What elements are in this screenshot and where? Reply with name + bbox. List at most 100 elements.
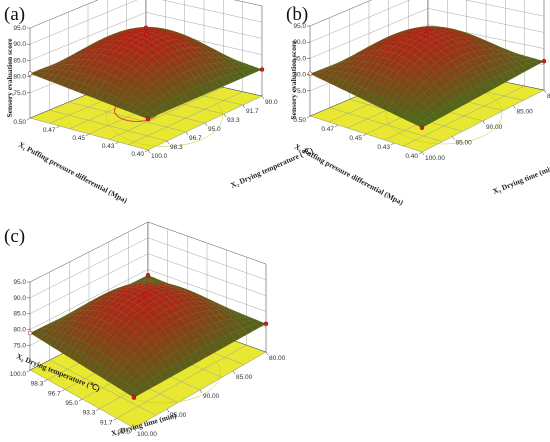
y-tick-label: 98.3	[170, 144, 183, 151]
x-tick-label: 98.3	[31, 381, 44, 388]
y-tick-label: 95.00	[456, 140, 473, 147]
x-tick-label: 90.0	[117, 429, 130, 436]
y-tick-mark	[199, 389, 203, 394]
z-tick-label: 95.0	[293, 23, 306, 30]
x-tick-mark	[362, 133, 367, 137]
y-tick-label: 93.3	[227, 117, 240, 124]
y-axis-title: X₃ Drying time (min)	[491, 162, 550, 196]
y-tick-label: 90.00	[486, 124, 503, 131]
y-tick-mark	[166, 140, 170, 145]
floor-gridline	[128, 91, 243, 145]
y-tick-mark	[543, 89, 547, 94]
z-tick-label: 80.0	[13, 74, 26, 81]
design-point	[131, 395, 137, 400]
x-tick-label: 95.0	[65, 400, 78, 407]
z-tick-label: 85.0	[13, 57, 26, 64]
y-tick-label: 100.0	[151, 153, 168, 160]
z-tick-label: 75.0	[13, 342, 26, 349]
x-tick-label: 91.7	[100, 419, 113, 426]
response-surface	[29, 27, 263, 120]
x-tick-mark	[130, 427, 135, 431]
panel-label: (b)	[286, 4, 308, 25]
y-tick-mark	[147, 149, 151, 154]
surface-panel: 75.0 80.0 85.0 90.0 95.0 100.0 98.3 96.7 95.0 93.…	[4, 221, 286, 438]
y-tick-mark	[232, 370, 236, 375]
x-tick-mark	[113, 418, 117, 421]
z-tick-label: 75.0	[13, 90, 26, 97]
z-tick-label: 95.0	[13, 25, 26, 32]
y-tick-mark	[133, 427, 137, 432]
design-point	[259, 67, 265, 72]
z-tick-label: 90.0	[13, 295, 26, 302]
x-tick-mark	[306, 115, 311, 119]
x-tick-mark	[390, 142, 395, 146]
z-axis-title: Sensory evaluation score	[5, 38, 14, 118]
design-point	[27, 330, 33, 336]
x-tick-mark	[85, 133, 90, 137]
design-point	[27, 71, 33, 76]
y-tick-label: 96.7	[189, 135, 202, 142]
z-tick-label: 80.0	[293, 72, 306, 79]
y-tick-mark	[204, 122, 208, 127]
z-tick-label: 85.0	[293, 55, 306, 62]
x-tick-label: 0.45	[72, 135, 85, 142]
surface-panel: 75.0 80.0 85.0 90.0 95.0 0.50 0.47 0.45 0.43 0.40…	[286, 0, 550, 207]
x-tick-label: 93.3	[83, 410, 96, 417]
design-point	[145, 116, 151, 122]
x-tick-mark	[418, 151, 423, 155]
x-tick-mark	[56, 125, 60, 129]
z-axis-title: Sensory evaluation score	[289, 40, 298, 120]
design-point	[307, 71, 313, 76]
x-axis-title: X₁ Puffing pressure differential (Mpa)	[293, 142, 405, 207]
y-tick-mark	[261, 95, 265, 100]
y-tick-label: 91.7	[246, 108, 259, 115]
z-tick-label: 80.0	[13, 327, 26, 334]
y-tick-mark	[166, 408, 170, 413]
z-tick-label: 95.0	[13, 279, 26, 286]
design-point	[541, 59, 547, 64]
y-tick-label: 95.00	[170, 412, 187, 419]
y-tick-label: 80.00	[547, 93, 550, 100]
y-tick-label: 80.00	[269, 355, 286, 362]
y-tick-label: 85.00	[517, 109, 534, 116]
y-tick-mark	[452, 136, 455, 140]
x-tick-mark	[144, 149, 149, 153]
design-point	[145, 272, 151, 278]
z-tick-label: 75.0	[293, 88, 306, 95]
x-tick-label: 0.43	[377, 144, 390, 151]
design-point	[142, 292, 147, 298]
z-tick-label: 85.0	[13, 311, 26, 318]
x-tick-label: 0.40	[131, 151, 144, 158]
x-tick-label: 0.43	[102, 143, 115, 150]
floor-gridline	[116, 344, 247, 419]
y-tick-mark	[265, 351, 269, 356]
x-tick-mark	[78, 398, 83, 402]
surface-panel: 75.0 80.0 85.0 90.0 95.0 0.50 0.47 0.45 0.43 0.40…	[4, 0, 315, 205]
panel-label: (a)	[4, 4, 25, 25]
y-tick-label: 85.00	[236, 374, 253, 381]
design-point	[143, 25, 149, 30]
y-tick-mark	[482, 120, 486, 125]
y-tick-mark	[421, 151, 425, 156]
y-tick-label: 90.00	[203, 393, 220, 400]
design-point	[425, 26, 431, 31]
y-tick-label: 100.00	[425, 155, 445, 162]
x-tick-mark	[61, 389, 65, 392]
x-tick-mark	[334, 124, 339, 128]
design-point	[263, 321, 269, 327]
z-tick-label: 90.0	[293, 39, 306, 46]
y-tick-label: 100.00	[137, 431, 157, 438]
y-tick-mark	[513, 105, 516, 109]
x-tick-mark	[44, 379, 48, 382]
y-tick-label: 90.0	[265, 99, 278, 106]
floor-gridline	[403, 85, 525, 147]
x-tick-label: 0.45	[349, 135, 362, 142]
response-surface	[309, 26, 545, 128]
panel-label: (c)	[4, 226, 25, 247]
y-tick-mark	[185, 131, 189, 136]
x-tick-mark	[115, 141, 119, 145]
design-point	[419, 125, 425, 130]
x-tick-label: 96.7	[48, 390, 61, 397]
x-tick-label: 0.50	[293, 117, 306, 124]
